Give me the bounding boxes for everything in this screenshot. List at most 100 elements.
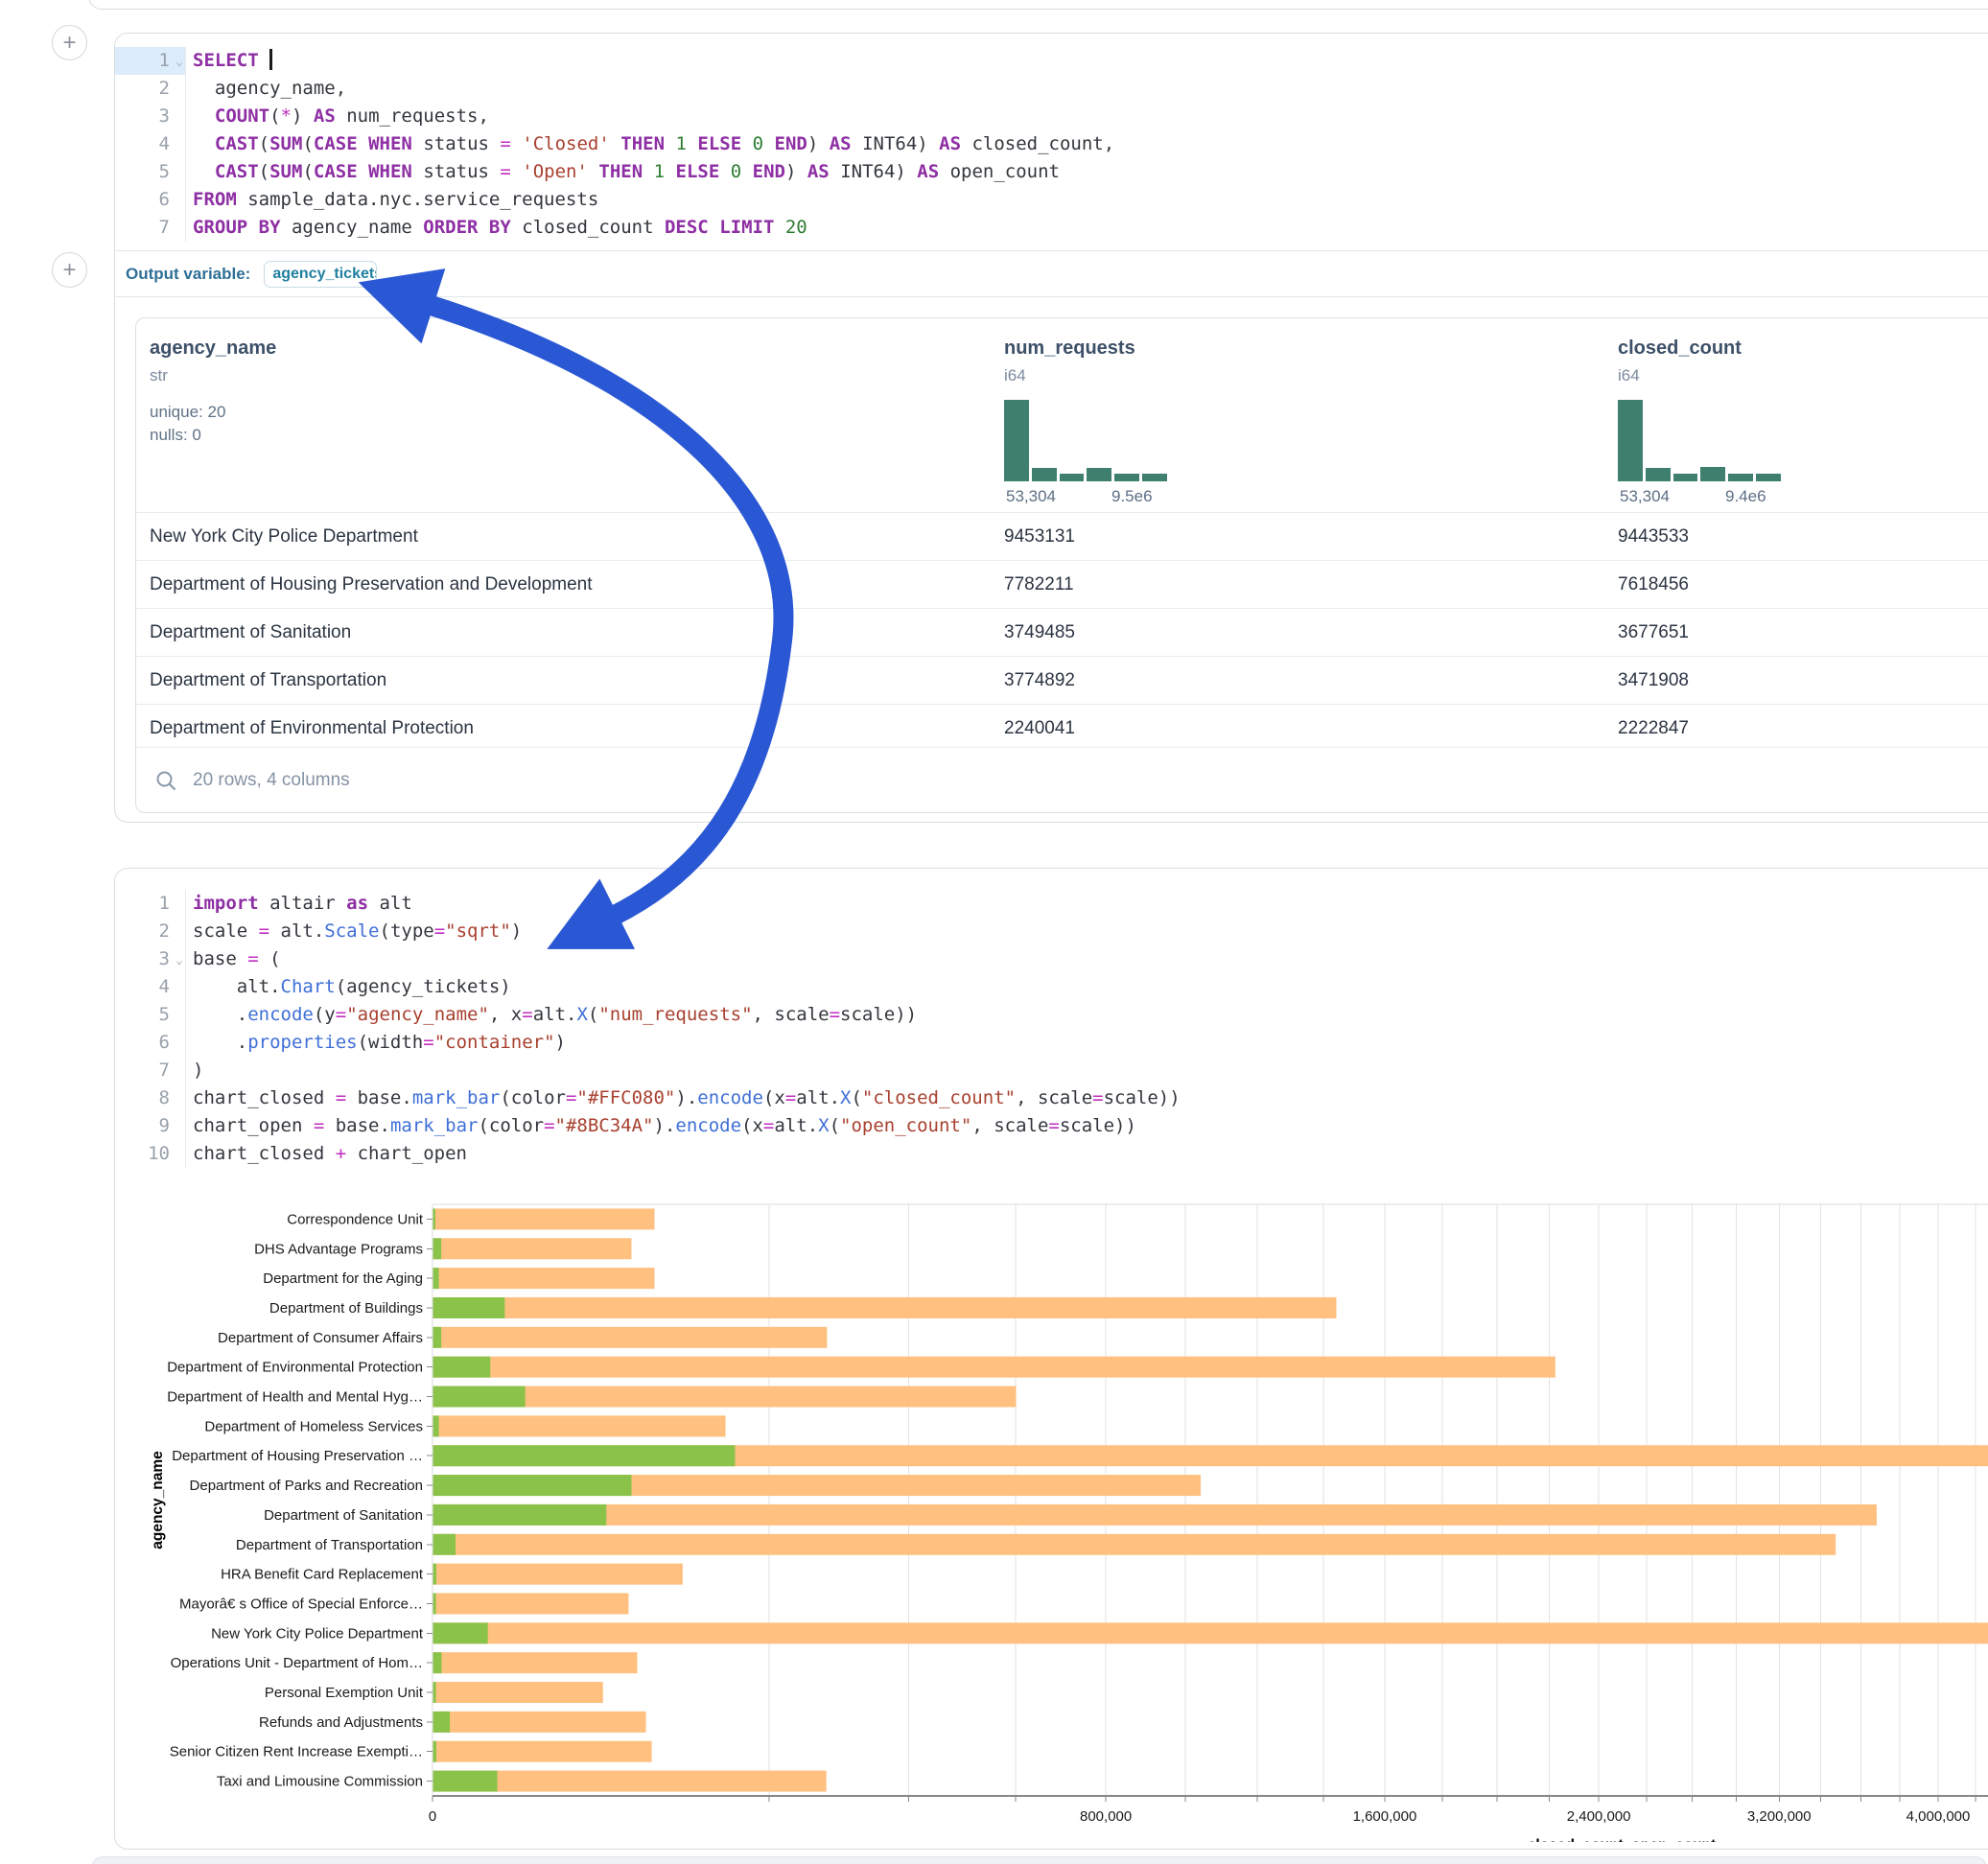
y-axis-label: Department of Buildings	[269, 1300, 423, 1316]
histogram-bar	[1142, 474, 1167, 481]
x-axis-tick-label: 0	[429, 1808, 436, 1825]
histogram-max-label: 9.4e6	[1725, 487, 1766, 506]
bar-open-count	[433, 1238, 442, 1259]
y-axis-label: Refunds and Adjustments	[259, 1714, 423, 1731]
line-number: 4	[115, 973, 185, 1001]
histogram-bar	[1728, 474, 1753, 482]
histogram-bar	[1700, 467, 1725, 481]
y-axis-label: Mayorâ€ s Office of Special Enforce…	[179, 1596, 423, 1612]
code-line[interactable]: chart_open = base.mark_bar(color="#8BC34…	[193, 1112, 1988, 1140]
code-line[interactable]: GROUP BY agency_name ORDER BY closed_cou…	[193, 214, 1988, 242]
y-axis-label: Operations Unit - Department of Hom…	[171, 1655, 423, 1671]
fold-chevron-icon[interactable]: ⌄	[175, 946, 183, 974]
output-variable-label: Output variable:	[126, 265, 250, 284]
output-variable-row: Output variable: agency_tickets	[115, 250, 1988, 297]
table-cell: 3749485	[1004, 609, 1075, 656]
bar-closed-count	[433, 1208, 655, 1229]
python-line-numbers: 123⌄45678910	[115, 890, 186, 1168]
column-header[interactable]: agency_name	[150, 338, 276, 360]
bar-chart: Correspondence UnitDHS Advantage Program…	[126, 1180, 1988, 1842]
y-axis-label: Department of Parks and Recreation	[190, 1478, 423, 1494]
column-stat: nulls: 0	[150, 426, 201, 445]
histogram-bar	[1756, 474, 1781, 482]
bar-open-count	[433, 1357, 491, 1378]
add-cell-button-top[interactable]: +	[52, 25, 87, 60]
code-line[interactable]: chart_closed = base.mark_bar(color="#FFC…	[193, 1084, 1988, 1112]
code-line[interactable]: CAST(SUM(CASE WHEN status = 'Closed' THE…	[193, 130, 1988, 158]
table-cell: 9443533	[1618, 513, 1689, 560]
code-line[interactable]: CAST(SUM(CASE WHEN status = 'Open' THEN …	[193, 158, 1988, 186]
bar-open-count	[433, 1534, 456, 1555]
table-cell: 3677651	[1618, 609, 1689, 656]
y-axis-title: agency_name	[150, 1451, 166, 1549]
results-table: agency_namestrunique: 20nulls: 0num_requ…	[135, 317, 1988, 813]
code-line[interactable]: import altair as alt	[193, 890, 1988, 918]
python-code-editor[interactable]: import altair as altscale = alt.Scale(ty…	[193, 890, 1988, 1168]
search-icon[interactable]	[155, 770, 177, 792]
bar-closed-count	[433, 1564, 683, 1585]
histogram-bar	[1060, 474, 1085, 481]
code-line[interactable]: base = (	[193, 945, 1988, 973]
code-line[interactable]: .properties(width="container")	[193, 1029, 1988, 1057]
sql-line-numbers: 1⌄234567	[115, 47, 186, 242]
bar-open-count	[433, 1593, 436, 1614]
code-line[interactable]: scale = alt.Scale(type="sqrt")	[193, 918, 1988, 945]
line-number: 6	[115, 186, 185, 214]
y-axis-label: Department of Housing Preservation …	[172, 1448, 423, 1464]
y-axis-label: Senior Citizen Rent Increase Exempti…	[170, 1744, 423, 1760]
bar-closed-count	[433, 1327, 828, 1348]
python-cell: 123⌄45678910 import altair as altscale =…	[114, 868, 1988, 1850]
bar-closed-count	[433, 1268, 655, 1289]
table-cell: 3471908	[1618, 657, 1689, 704]
line-number: 3	[115, 103, 185, 130]
table-cell: Department of Transportation	[150, 657, 386, 704]
y-axis-label: Correspondence Unit	[287, 1211, 424, 1227]
histogram-bar	[1114, 474, 1139, 481]
column-histogram	[1004, 400, 1167, 481]
column-header[interactable]: num_requests	[1004, 338, 1135, 360]
bar-closed-count	[433, 1534, 1836, 1555]
bar-open-count	[433, 1712, 451, 1733]
bar-closed-count	[433, 1712, 646, 1733]
x-axis-tick-label: 1,600,000	[1353, 1808, 1417, 1825]
code-line[interactable]: FROM sample_data.nyc.service_requests	[193, 186, 1988, 214]
y-axis-label: Department of Environmental Protection	[167, 1360, 423, 1376]
bar-open-count	[433, 1268, 439, 1289]
bar-open-count	[433, 1564, 437, 1585]
table-row[interactable]: New York City Police Department 9453131 94…	[136, 512, 1988, 560]
fold-chevron-icon[interactable]: ⌄	[175, 48, 183, 76]
column-type: i64	[1004, 366, 1026, 385]
code-line[interactable]: alt.Chart(agency_tickets)	[193, 973, 1988, 1001]
table-row[interactable]: Department of Transportation377489234719…	[136, 656, 1988, 704]
bar-closed-count	[433, 1504, 1877, 1526]
table-cell: New York City Police Department	[150, 513, 418, 560]
bar-closed-count	[433, 1357, 1555, 1378]
code-line[interactable]: chart_closed + chart_open	[193, 1140, 1988, 1168]
histogram-bar	[1032, 468, 1057, 481]
x-axis-tick-label: 800,000	[1080, 1808, 1132, 1825]
table-row[interactable]: Department of Environmental Protection22…	[136, 704, 1988, 752]
x-axis-tick-label: 4,000,000	[1906, 1808, 1971, 1825]
column-header[interactable]: closed_count	[1618, 338, 1742, 360]
table-cell: 9453131	[1004, 513, 1075, 560]
bar-open-count	[433, 1208, 435, 1229]
histogram-bar	[1004, 400, 1029, 481]
output-variable-badge[interactable]: agency_tickets	[264, 261, 377, 288]
code-line[interactable]: .encode(y="agency_name", x=alt.X("num_re…	[193, 1001, 1988, 1029]
y-axis-label: Department of Health and Mental Hyg…	[167, 1389, 423, 1406]
code-line[interactable]: COUNT(*) AS num_requests,	[193, 103, 1988, 130]
bar-closed-count	[433, 1741, 652, 1762]
column-stat: unique: 20	[150, 403, 225, 422]
code-line[interactable]: SELECT	[193, 47, 1988, 75]
table-row[interactable]: Department of Sanitation 3749485 3677651	[136, 608, 1988, 656]
line-number: 5	[115, 1001, 185, 1029]
sql-code-editor[interactable]: SELECT agency_name, COUNT(*) AS num_requ…	[193, 47, 1988, 242]
line-number: 8	[115, 1084, 185, 1112]
table-row[interactable]: Department of Housing Preservation and D…	[136, 560, 1988, 608]
code-line[interactable]: )	[193, 1057, 1988, 1084]
y-axis-label: Personal Exemption Unit	[265, 1685, 424, 1701]
code-line[interactable]: agency_name,	[193, 75, 1988, 103]
table-cell: Department of Sanitation	[150, 609, 351, 656]
histogram-bar	[1087, 468, 1111, 481]
add-cell-button-output[interactable]: +	[52, 252, 87, 288]
